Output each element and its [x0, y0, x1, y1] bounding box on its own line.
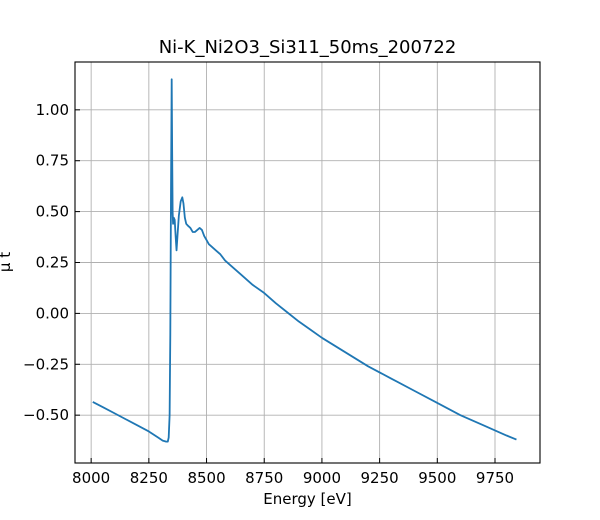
y-tick-label: 0.75: [36, 152, 69, 170]
y-tick-label: 0.50: [36, 203, 69, 221]
x-tick-label: 9750: [476, 469, 514, 487]
y-tick-label: −0.25: [23, 355, 69, 373]
chart-title: Ni-K_Ni2O3_Si311_50ms_200722: [159, 37, 457, 58]
x-tick-label: 9500: [418, 469, 456, 487]
x-tick-label: 8250: [130, 469, 168, 487]
y-tick-label: 0.00: [36, 304, 69, 322]
y-tick-label: 1.00: [36, 101, 69, 119]
grid: [75, 62, 540, 463]
ticks: [75, 109, 496, 463]
x-tick-label: 8000: [72, 469, 110, 487]
y-tick-label: 0.25: [36, 254, 69, 272]
x-tick-label: 9000: [303, 469, 341, 487]
tick-labels: 8000 8250 8500 8750 9000 9250 9500 9750 1.00 0.75…: [23, 101, 514, 487]
series-line: [92, 78, 517, 443]
y-axis-label: μ t: [0, 252, 14, 272]
x-tick-label: 9250: [361, 469, 399, 487]
x-tick-label: 8750: [245, 469, 283, 487]
x-tick-label: 8500: [187, 469, 225, 487]
y-tick-label: −0.50: [23, 406, 69, 424]
x-axis-label: Energy [eV]: [263, 490, 351, 508]
